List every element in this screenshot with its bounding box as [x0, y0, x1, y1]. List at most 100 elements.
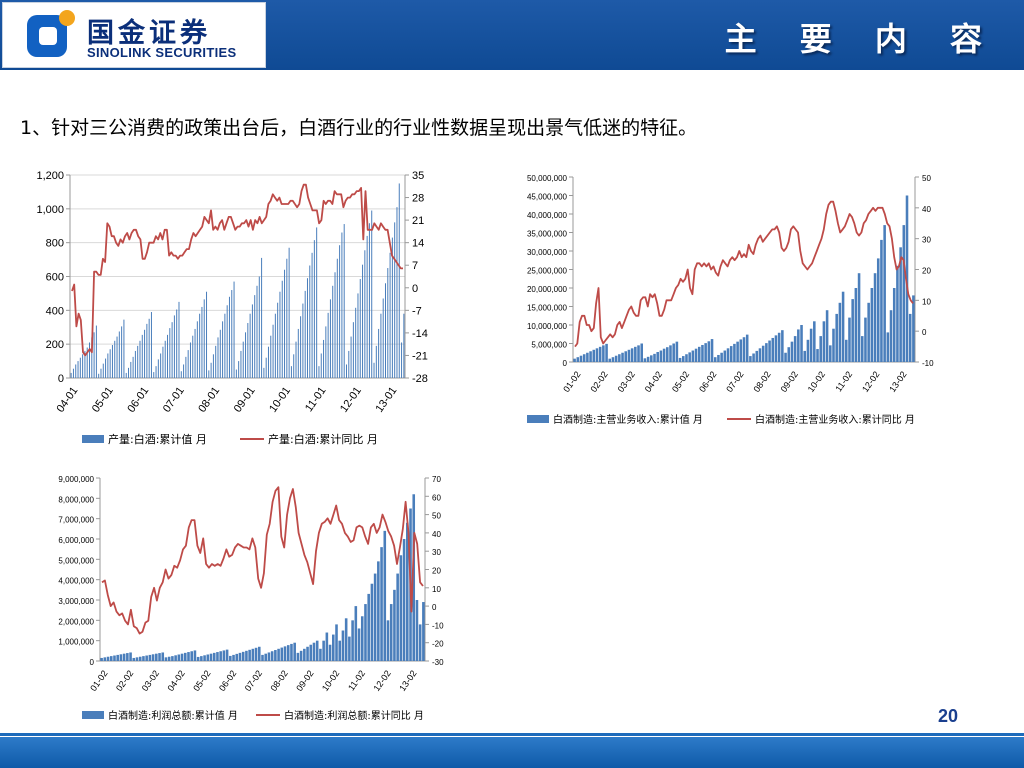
- right-tick-label: 20: [922, 267, 931, 276]
- bar: [886, 332, 890, 362]
- right-tick-label: 30: [432, 548, 441, 557]
- footer-bar: [0, 737, 1024, 768]
- right-tick-label: 50: [432, 512, 441, 521]
- bar: [128, 367, 130, 378]
- liquor-output-chart: 0 200 400 600 800 1,000 1,200 -28 -21 -14 -7 0 7 14 21…: [36, 170, 427, 446]
- bar: [126, 653, 129, 661]
- legend-line-label: 白酒制造:主营业务收入:累计同比 月: [755, 413, 915, 426]
- bar: [752, 353, 755, 362]
- bar: [573, 358, 576, 362]
- bar: [624, 351, 628, 362]
- left-tick-label: 5,000,000: [58, 556, 94, 565]
- bar: [880, 239, 883, 362]
- bar: [171, 656, 174, 661]
- x-tick-label: 06-02: [217, 668, 238, 693]
- bar: [280, 647, 284, 661]
- bar: [242, 341, 244, 378]
- bar: [251, 304, 253, 378]
- left-tick-label: 40,000,000: [527, 211, 568, 220]
- bar: [327, 312, 329, 378]
- bar: [277, 302, 279, 378]
- bar: [196, 656, 200, 661]
- bar: [678, 357, 682, 362]
- bar: [672, 343, 675, 362]
- bar: [364, 250, 366, 378]
- bar: [144, 329, 146, 378]
- left-tick-label: 0: [563, 359, 568, 368]
- bar: [267, 652, 271, 661]
- bar: [174, 655, 177, 661]
- bar: [611, 357, 615, 362]
- bar: [315, 640, 319, 661]
- bar: [418, 624, 422, 661]
- bar: [382, 298, 384, 378]
- bar: [274, 650, 277, 661]
- bar: [332, 285, 334, 378]
- bar: [265, 357, 267, 378]
- legend-bar-swatch: [82, 711, 104, 719]
- bar: [713, 357, 717, 362]
- bar: [109, 656, 113, 661]
- bar: [270, 335, 272, 378]
- bar: [274, 313, 276, 378]
- bar: [319, 648, 322, 661]
- bar: [176, 309, 178, 378]
- bar: [245, 332, 247, 378]
- bar: [70, 372, 72, 378]
- right-tick-label: -10: [922, 359, 934, 368]
- bar: [643, 358, 647, 362]
- bar: [187, 350, 189, 378]
- bar: [137, 345, 139, 378]
- bar: [348, 350, 350, 378]
- bar: [302, 303, 304, 378]
- bar: [183, 364, 185, 378]
- bar: [870, 288, 874, 362]
- bar: [187, 652, 190, 661]
- bar: [422, 602, 425, 661]
- legend-bar-swatch: [82, 435, 104, 443]
- bar: [316, 227, 318, 378]
- bar: [803, 350, 807, 362]
- bar: [637, 345, 640, 362]
- bar: [691, 350, 695, 362]
- bar: [790, 341, 794, 362]
- legend-line-label: 白酒制造:利润总额:累计同比 月: [284, 709, 424, 722]
- right-tick-label: 40: [922, 205, 931, 214]
- bar: [167, 334, 169, 378]
- bar: [415, 600, 419, 661]
- left-tick-label: 30,000,000: [527, 248, 568, 257]
- legend-line-label: 产量:白酒:累计同比 月: [268, 432, 378, 446]
- bar: [261, 257, 263, 378]
- bar: [630, 348, 634, 362]
- left-tick-label: 0: [90, 658, 95, 667]
- bar: [257, 646, 261, 661]
- bar: [364, 604, 367, 661]
- bar: [313, 240, 315, 378]
- bar: [103, 657, 107, 661]
- bar: [368, 223, 370, 378]
- bar: [889, 310, 893, 362]
- x-tick-label: 06-01: [125, 385, 151, 415]
- bar: [605, 343, 608, 362]
- bar: [91, 337, 93, 378]
- bar: [781, 330, 784, 362]
- right-tick-label: 0: [412, 283, 418, 295]
- bar: [279, 291, 281, 378]
- bar: [300, 316, 302, 378]
- bar: [306, 278, 308, 378]
- bar: [180, 653, 184, 661]
- left-tick-label: 3,000,000: [58, 597, 94, 606]
- bar: [288, 247, 290, 378]
- bar: [646, 356, 650, 362]
- legend-bar-swatch: [527, 415, 549, 423]
- bar: [380, 547, 383, 661]
- bar: [688, 352, 691, 362]
- bar: [774, 335, 778, 362]
- bar: [125, 372, 127, 378]
- bar: [329, 299, 331, 378]
- bar: [155, 653, 158, 661]
- bar: [838, 302, 842, 362]
- bar: [681, 356, 685, 362]
- bar: [116, 654, 119, 661]
- bar: [203, 299, 205, 378]
